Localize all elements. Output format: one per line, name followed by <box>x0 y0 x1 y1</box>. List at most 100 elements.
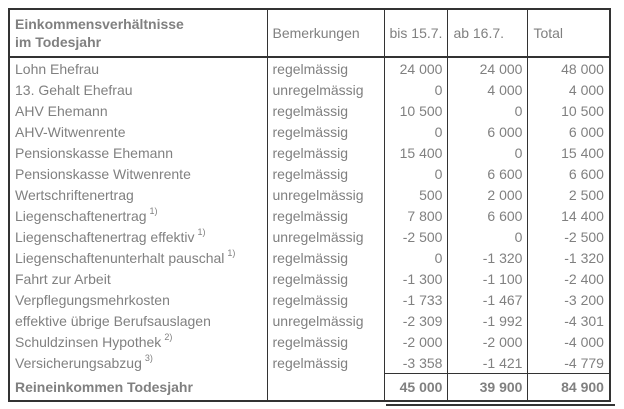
table-row: Wertschriftenertrag unregelmässig 500 2 … <box>8 184 611 205</box>
income-table: Einkommensverhältnisse im Todesjahr Beme… <box>8 8 611 402</box>
header-cell-total: Total <box>527 9 611 58</box>
table-row: Schuldzinsen Hypothek 2) regelmässig -2 0… <box>8 331 611 352</box>
table-row: Pensionskasse Ehemann regelmässig 15 400… <box>8 142 611 163</box>
row-bis-157-cell: 0 <box>383 247 449 268</box>
row-label: effektive übrige Berufsauslagen <box>15 312 211 329</box>
row-bemerkung-cell: regelmässig <box>266 352 385 374</box>
row-label: Schuldzinsen Hypothek <box>15 333 162 350</box>
row-label-cell: Liegenschaftenertrag effektiv 1) <box>8 226 268 247</box>
row-label: AHV-Witwenrente <box>15 123 126 140</box>
row-label-cell: AHV-Witwenrente <box>8 121 268 142</box>
row-ab-167-cell: -1 100 <box>447 268 529 289</box>
row-bis-157-cell: 500 <box>383 184 449 205</box>
row-ab-167-cell: 0 <box>447 142 529 163</box>
row-total-cell: 10 500 <box>527 100 611 121</box>
table-row: Liegenschaftenunterhalt pauschal 1) regel… <box>8 247 611 268</box>
row-label: 13. Gehalt Ehefrau <box>15 81 133 98</box>
footnote-marker <box>191 164 194 174</box>
table-header: Einkommensverhältnisse im Todesjahr Beme… <box>8 9 611 58</box>
header-row: Einkommensverhältnisse im Todesjahr Beme… <box>8 9 611 58</box>
row-label: Versicherungsabzug <box>15 354 142 371</box>
row-label-cell: Fahrt zur Arbeit <box>8 268 268 289</box>
row-label: Liegenschaftenertrag effektiv <box>15 228 195 245</box>
row-bemerkung-cell: regelmässig <box>266 57 385 79</box>
footnote-marker <box>99 59 102 69</box>
header-cell-ab-167: ab 16.7. <box>447 9 529 58</box>
row-total-cell: 6 000 <box>527 121 611 142</box>
row-total-cell: 4 000 <box>527 79 611 100</box>
table-row: Lohn Ehefrau regelmässig 24 000 24 000 4… <box>8 57 611 79</box>
row-bemerkung-cell: regelmässig <box>266 331 385 352</box>
row-bis-157-cell: -2 309 <box>383 310 449 331</box>
row-ab-167-cell: 6 000 <box>447 121 529 142</box>
row-bis-157-cell: -2 500 <box>383 226 449 247</box>
row-total-cell: 2 500 <box>527 184 611 205</box>
row-bis-157-cell: -1 733 <box>383 289 449 310</box>
footnote-marker: 2) <box>164 331 173 342</box>
row-total-cell: 6 600 <box>527 163 611 184</box>
footnote-marker <box>211 311 214 321</box>
row-ab-167-cell: -1 320 <box>447 247 529 268</box>
table-row: effektive übrige Berufsauslagen unregelm… <box>8 310 611 331</box>
table-footer: Reineinkommen Todesjahr 45 000 39 900 84… <box>8 373 611 401</box>
row-total-cell: 14 400 <box>527 205 611 226</box>
row-bis-157-cell: 0 <box>383 79 449 100</box>
row-label-cell: effektive übrige Berufsauslagen <box>8 310 268 331</box>
total-bemerkung-cell <box>266 373 385 401</box>
total-label-cell: Reineinkommen Todesjahr <box>8 373 268 401</box>
row-bemerkung-cell: regelmässig <box>266 268 385 289</box>
footnote-marker <box>111 269 114 279</box>
footnote-marker <box>134 185 137 195</box>
header-cell-bis-157: bis 15.7. <box>383 9 449 58</box>
footnote-marker: 3) <box>144 353 153 364</box>
table-body: Lohn Ehefrau regelmässig 24 000 24 000 4… <box>8 57 611 374</box>
row-bemerkung-cell: regelmässig <box>266 205 385 226</box>
row-label: Liegenschaftenertrag <box>15 207 147 224</box>
table-row: Liegenschaftenertrag effektiv 1) unregelm… <box>8 226 611 247</box>
table-row: 13. Gehalt Ehefrau unregelmässig 0 4 000… <box>8 79 611 100</box>
row-bemerkung-cell: regelmässig <box>266 163 385 184</box>
footnote-marker: 1) <box>227 247 236 258</box>
row-label-cell: Versicherungsabzug 3) <box>8 352 268 374</box>
row-ab-167-cell: -2 000 <box>447 331 529 352</box>
row-label: AHV Ehemann <box>15 102 108 119</box>
row-total-cell: -1 320 <box>527 247 611 268</box>
row-total-cell: -4 779 <box>527 352 611 374</box>
row-bis-157-cell: 0 <box>383 163 449 184</box>
row-bemerkung-cell: regelmässig <box>266 100 385 121</box>
row-label: Pensionskasse Ehemann <box>15 144 173 161</box>
row-label-cell: 13. Gehalt Ehefrau <box>8 79 268 100</box>
footnote-marker <box>133 80 136 90</box>
footnote-marker <box>125 122 128 132</box>
footnote-marker <box>173 143 176 153</box>
row-ab-167-cell: 6 600 <box>447 163 529 184</box>
row-label-cell: Verpflegungsmehrkosten <box>8 289 268 310</box>
row-ab-167-cell: -1 421 <box>447 352 529 374</box>
row-label-cell: Pensionskasse Witwenrente <box>8 163 268 184</box>
row-bis-157-cell: 15 400 <box>383 142 449 163</box>
row-label-cell: Liegenschaftenertrag 1) <box>8 205 268 226</box>
row-label-cell: Wertschriftenertrag <box>8 184 268 205</box>
row-bemerkung-cell: regelmässig <box>266 142 385 163</box>
footnote-marker: 1) <box>149 205 158 216</box>
row-bis-157-cell: 10 500 <box>383 100 449 121</box>
row-bemerkung-cell: regelmässig <box>266 289 385 310</box>
row-label: Pensionskasse Witwenrente <box>15 165 191 182</box>
row-bemerkung-cell: unregelmässig <box>266 226 385 247</box>
total-ab-167-cell: 39 900 <box>447 373 529 401</box>
row-bemerkung-cell: regelmässig <box>266 247 385 268</box>
row-ab-167-cell: 4 000 <box>447 79 529 100</box>
table-row: AHV-Witwenrente regelmässig 0 6 000 6 00… <box>8 121 611 142</box>
row-ab-167-cell: 0 <box>447 226 529 247</box>
row-ab-167-cell: 0 <box>447 100 529 121</box>
row-label: Liegenschaftenunterhalt pauschal <box>15 249 225 266</box>
row-bis-157-cell: 24 000 <box>383 57 449 79</box>
total-total-cell: 84 900 <box>527 373 611 401</box>
row-bis-157-cell: -3 358 <box>383 352 449 374</box>
row-label: Wertschriftenertrag <box>15 186 134 203</box>
row-label-cell: Liegenschaftenunterhalt pauschal 1) <box>8 247 268 268</box>
row-bis-157-cell: -2 000 <box>383 331 449 352</box>
row-total-cell: -2 500 <box>527 226 611 247</box>
footnote-marker <box>108 101 111 111</box>
